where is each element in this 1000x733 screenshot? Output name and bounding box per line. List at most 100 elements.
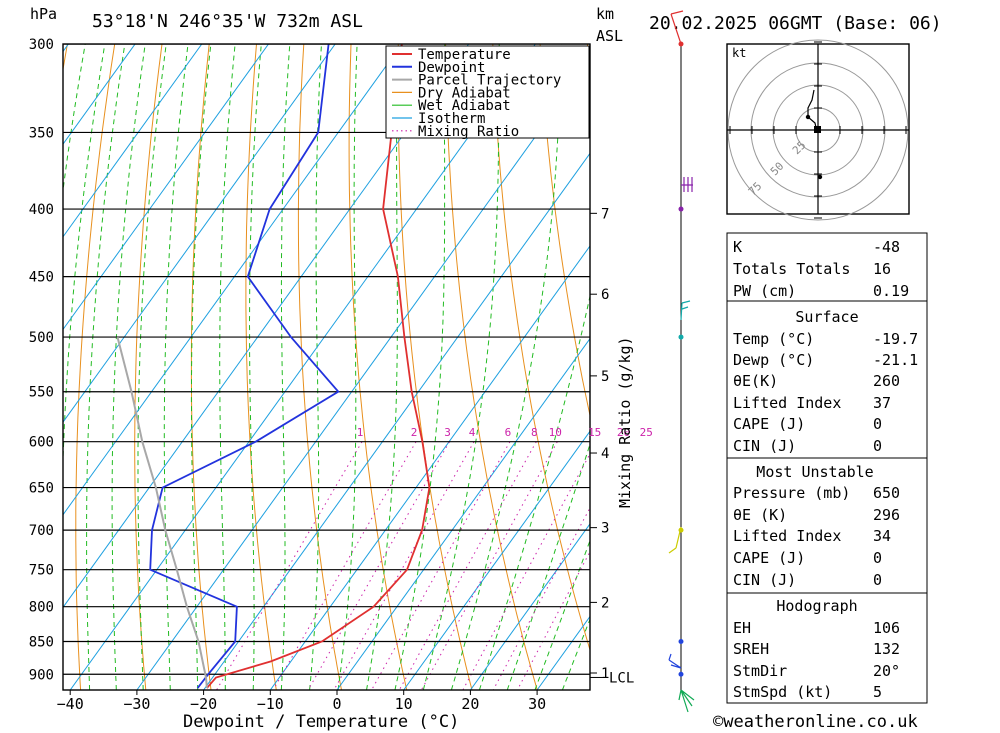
k-index-label: K (733, 238, 742, 256)
dry-adiabat-line (539, 44, 590, 418)
pw-value: 0.19 (873, 282, 909, 300)
legend-entry: Temperature (418, 47, 511, 63)
wind-barb (678, 689, 695, 713)
pressure-tick-labels: 300 350 400 450 500 550 600 650 700 750 800 850 900 (29, 37, 54, 683)
wind-profile-column (668, 10, 695, 713)
totals-totals-label: Totals Totals (733, 260, 850, 278)
surface-theta-value: 260 (873, 372, 900, 390)
dry-adiabat-line (75, 44, 116, 690)
legend-entry: Dry Adiabat (418, 85, 511, 101)
mu-theta-label: θE (K) (733, 506, 787, 524)
surface-cape-label: CAPE (J) (733, 415, 805, 433)
wet-adiabat-line (219, 44, 236, 690)
wet-adiabat-line (111, 44, 146, 690)
hodograph-origin-marker (814, 126, 821, 133)
wet-adiabat-line (309, 44, 322, 690)
wet-adiabat-line (137, 44, 167, 690)
wet-adiabat-line (249, 44, 262, 690)
copyright-footer[interactable]: ©weatheronline.co.uk (713, 712, 918, 732)
mixing-ratio-line (216, 441, 363, 690)
surface-cape-value: 0 (873, 415, 882, 433)
wet-adiabat-line (561, 617, 590, 690)
surface-cin-value: 0 (873, 437, 882, 455)
dry-adiabat-line (245, 44, 277, 690)
wind-level-dot (678, 638, 684, 644)
pressure-tick-label: 350 (29, 125, 54, 141)
legend-entry: Dewpoint (418, 60, 485, 76)
eh-label: EH (733, 619, 751, 637)
isotherm-line (403, 430, 590, 690)
pressure-tick-label: 550 (29, 385, 54, 401)
surface-title: Surface (795, 308, 858, 326)
wet-adiabat-line (366, 44, 399, 690)
k-index-value: -48 (873, 238, 900, 256)
mu-pressure-value: 650 (873, 484, 900, 502)
totals-totals-value: 16 (873, 260, 891, 278)
wind-barb (668, 653, 682, 669)
km-tick-label: 4 (601, 446, 609, 462)
stmspd-value: 5 (873, 683, 882, 701)
hodograph-table (726, 592, 928, 704)
plot-grid (0, 44, 1000, 690)
mu-theta-value: 296 (873, 506, 900, 524)
hodograph-point (805, 114, 811, 120)
temperature-tick-label: 10 (395, 695, 413, 713)
wet-adiabat-line (163, 44, 189, 690)
most-unstable-title: Most Unstable (756, 463, 873, 481)
mixing-ratio-line (398, 441, 537, 690)
isotherm-line (69, 44, 536, 690)
dry-adiabat-line (966, 44, 1000, 690)
isotherm-line (63, 44, 203, 238)
mixing-ratio-labels: 1 2 3 4 6 8 10 15 20 25 (357, 426, 653, 439)
wind-barb (668, 526, 682, 554)
hodograph-unit-label: kt (732, 46, 746, 60)
pressure-tick-label: 750 (29, 563, 54, 579)
isotherm-line (469, 523, 590, 690)
index-tables: K -48 Totals Totals 16 PW (cm) 0.19 Surf… (726, 232, 928, 704)
mu-cin-label: CIN (J) (733, 571, 796, 589)
isotherm-line (203, 152, 590, 690)
isotherm-line (63, 44, 136, 146)
dry-adiabat-line (190, 44, 212, 690)
temperature-tick-label: −10 (257, 695, 284, 713)
km-tick-label: 7 (601, 206, 609, 222)
isotherm-line (336, 337, 590, 690)
isotherm-line (63, 44, 336, 423)
temperature-tick-label: 0 (332, 695, 341, 713)
wet-adiabat-line (450, 44, 562, 690)
hodograph-table-title: Hodograph (776, 597, 857, 615)
pressure-tick-label: 850 (29, 635, 54, 651)
legend-entry: Wet Adiabat (418, 98, 511, 114)
wind-level-dot (678, 334, 684, 340)
wind-barb (681, 177, 693, 192)
pw-label: PW (cm) (733, 282, 796, 300)
sreh-label: SREH (733, 640, 769, 658)
wet-adiabat-line (280, 44, 291, 690)
surface-cin-label: CIN (J) (733, 437, 796, 455)
dry-adiabat-line (586, 44, 590, 80)
km-tick-label: 2 (601, 595, 609, 611)
dewpoint-line (149, 44, 340, 689)
location-title: 53°18'N 246°35'W 732m ASL (92, 11, 363, 32)
isobars (63, 44, 590, 675)
wind-level-dot (678, 206, 684, 212)
temperature-tick-label: −40 (57, 695, 84, 713)
pressure-tick-label: 400 (29, 202, 54, 218)
temperature-tick-label: 20 (461, 695, 479, 713)
wind-level-dot (678, 671, 684, 677)
mu-cin-value: 0 (873, 571, 882, 589)
km-tick-label: 1 (601, 666, 609, 682)
hodograph-trace (807, 89, 818, 133)
wet-adiabat-line (506, 442, 590, 690)
legend-box (385, 45, 590, 139)
isotherm-line (0, 44, 2, 690)
altitude-km-ticks: 7 6 5 4 3 2 1 LCL (590, 206, 634, 687)
plot-frame (62, 43, 591, 691)
stmdir-label: StmDir (733, 662, 787, 680)
legend-entry: Mixing Ratio (418, 124, 519, 140)
km-tick-label: 3 (601, 521, 609, 537)
mixing-ratio-axis-title: Mixing Ratio (g/kg) (616, 336, 634, 508)
